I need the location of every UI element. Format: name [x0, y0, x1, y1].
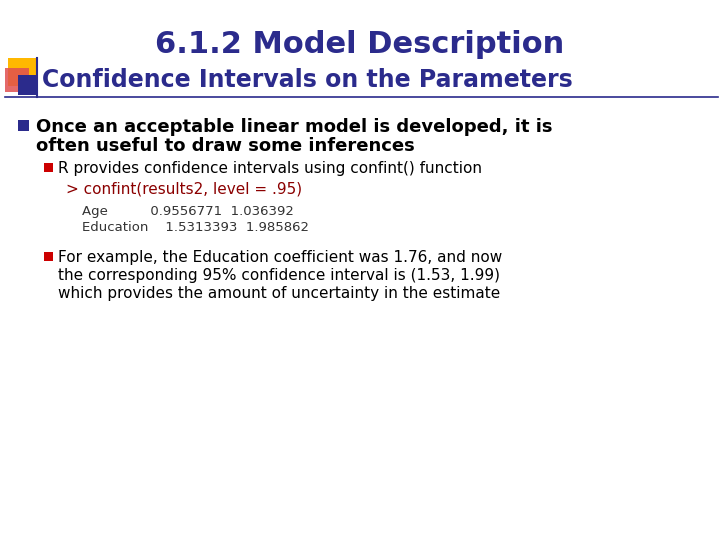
Text: Confidence Intervals on the Parameters: Confidence Intervals on the Parameters — [42, 68, 572, 92]
Bar — [18, 75, 38, 95]
Text: which provides the amount of uncertainty in the estimate: which provides the amount of uncertainty… — [58, 286, 500, 301]
Bar — [44, 252, 53, 261]
Bar — [44, 163, 53, 172]
Text: Age          0.9556771  1.036392: Age 0.9556771 1.036392 — [82, 205, 294, 218]
Bar — [8, 58, 36, 86]
Bar — [5, 68, 29, 92]
Bar — [18, 120, 29, 131]
Text: Once an acceptable linear model is developed, it is: Once an acceptable linear model is devel… — [36, 118, 552, 136]
Text: For example, the Education coefficient was 1.76, and now: For example, the Education coefficient w… — [58, 250, 503, 265]
Text: the corresponding 95% confidence interval is (1.53, 1.99): the corresponding 95% confidence interva… — [58, 268, 500, 283]
Text: R provides confidence intervals using confint() function: R provides confidence intervals using co… — [58, 161, 482, 176]
Text: 6.1.2 Model Description: 6.1.2 Model Description — [156, 30, 564, 59]
Text: Education    1.5313393  1.985862: Education 1.5313393 1.985862 — [82, 221, 309, 234]
Text: often useful to draw some inferences: often useful to draw some inferences — [36, 137, 415, 155]
Text: > confint(results2, level = .95): > confint(results2, level = .95) — [66, 182, 302, 197]
